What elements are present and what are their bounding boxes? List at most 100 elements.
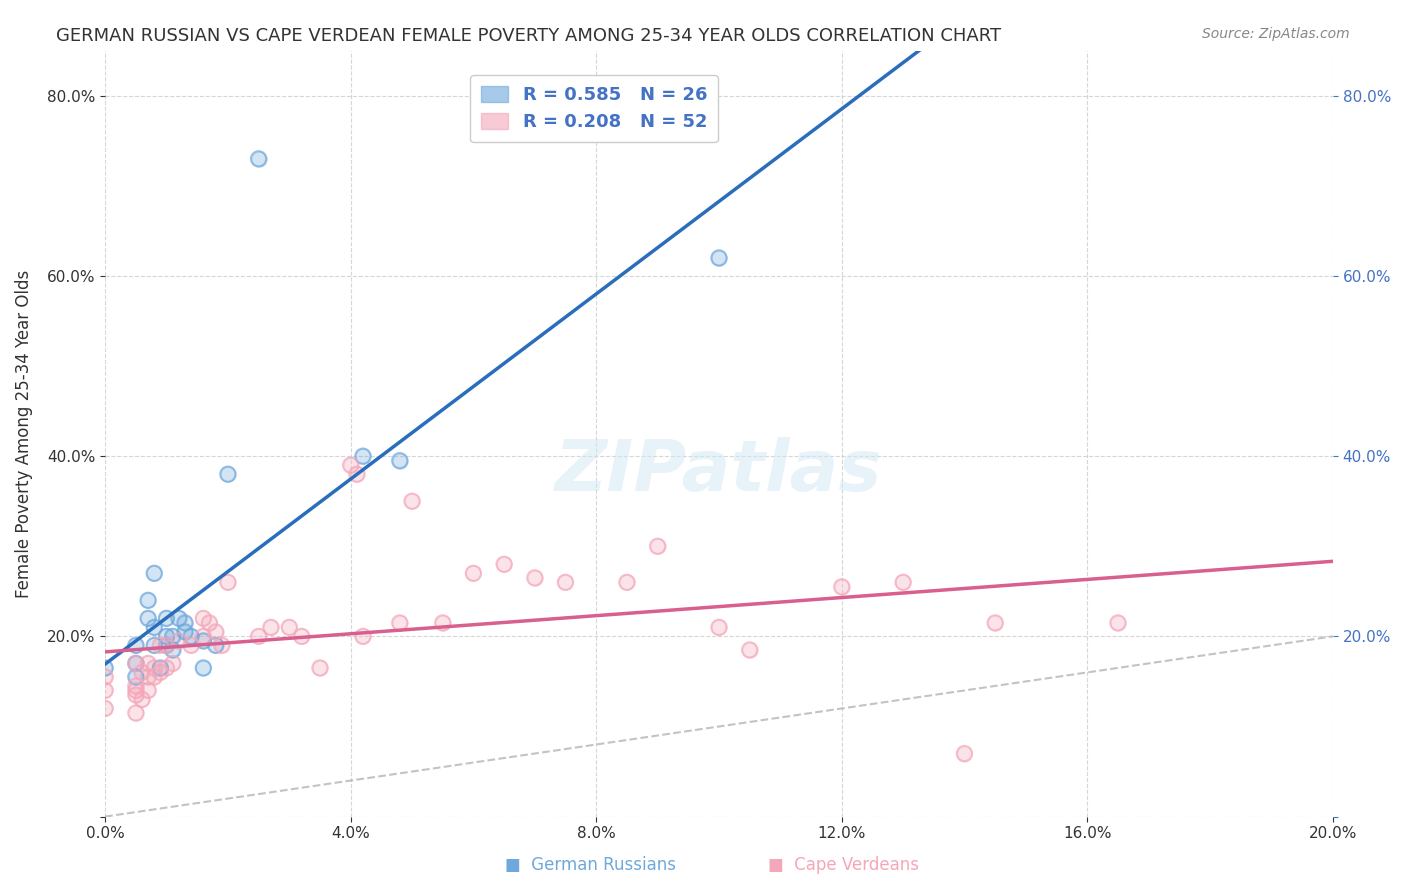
Point xyxy=(136,670,159,684)
Point xyxy=(155,629,177,643)
Point xyxy=(523,571,546,585)
Point xyxy=(149,661,172,675)
Point xyxy=(155,639,177,653)
Point xyxy=(167,633,190,648)
Point xyxy=(149,639,172,653)
Point xyxy=(162,643,184,657)
Point xyxy=(155,639,177,653)
Point xyxy=(125,639,148,653)
Point xyxy=(616,575,638,590)
Point xyxy=(131,665,153,680)
Point xyxy=(198,615,221,630)
Point xyxy=(432,615,454,630)
Point xyxy=(162,629,184,643)
Point xyxy=(1107,615,1129,630)
Point xyxy=(554,575,576,590)
Point xyxy=(125,688,148,702)
Point xyxy=(136,657,159,671)
Point xyxy=(155,639,177,653)
Point xyxy=(401,494,423,508)
Point xyxy=(707,251,730,265)
Point xyxy=(339,458,361,472)
Point xyxy=(290,629,312,643)
Point xyxy=(94,670,117,684)
Point xyxy=(94,670,117,684)
Point xyxy=(162,629,184,643)
Point xyxy=(204,624,226,639)
Point xyxy=(155,629,177,643)
Point xyxy=(984,615,1007,630)
Point xyxy=(136,683,159,698)
Point xyxy=(94,701,117,715)
Point xyxy=(94,683,117,698)
Point xyxy=(193,633,215,648)
Point xyxy=(831,580,853,594)
Point xyxy=(174,615,197,630)
Point xyxy=(523,571,546,585)
Point xyxy=(707,251,730,265)
Point xyxy=(198,615,221,630)
Point xyxy=(125,670,148,684)
Text: ■  German Russians: ■ German Russians xyxy=(505,855,676,873)
Point xyxy=(136,670,159,684)
Point xyxy=(155,639,177,653)
Point xyxy=(131,692,153,706)
Point xyxy=(136,657,159,671)
Point xyxy=(204,639,226,653)
Point xyxy=(388,453,411,467)
Point xyxy=(193,661,215,675)
Point xyxy=(125,683,148,698)
Point xyxy=(247,152,270,166)
Point xyxy=(125,706,148,720)
Point xyxy=(143,566,166,581)
Point xyxy=(125,657,148,671)
Point xyxy=(136,683,159,698)
Point xyxy=(174,624,197,639)
Point xyxy=(155,661,177,675)
Point xyxy=(162,657,184,671)
Point xyxy=(180,639,202,653)
Point xyxy=(554,575,576,590)
Point xyxy=(463,566,485,581)
Text: Source: ZipAtlas.com: Source: ZipAtlas.com xyxy=(1202,27,1350,41)
Point xyxy=(125,679,148,693)
Point xyxy=(211,639,233,653)
Point xyxy=(247,152,270,166)
Point xyxy=(149,639,172,653)
Point xyxy=(463,566,485,581)
Point xyxy=(401,494,423,508)
Point xyxy=(143,661,166,675)
Point xyxy=(125,670,148,684)
Point xyxy=(831,580,853,594)
Point xyxy=(94,661,117,675)
Point xyxy=(494,558,516,572)
Point xyxy=(131,665,153,680)
Point xyxy=(180,629,202,643)
Point xyxy=(247,629,270,643)
Point xyxy=(125,657,148,671)
Point xyxy=(155,661,177,675)
Point xyxy=(388,453,411,467)
Point xyxy=(149,665,172,680)
Point xyxy=(125,683,148,698)
Point xyxy=(260,620,283,634)
Point xyxy=(260,620,283,634)
Point xyxy=(309,661,332,675)
Point xyxy=(388,615,411,630)
Point xyxy=(155,611,177,625)
Point xyxy=(352,629,374,643)
Point xyxy=(149,661,172,675)
Point xyxy=(180,629,202,643)
Point xyxy=(891,575,914,590)
Point xyxy=(204,624,226,639)
Point xyxy=(125,688,148,702)
Point xyxy=(193,633,215,648)
Point xyxy=(193,629,215,643)
Point xyxy=(707,620,730,634)
Point xyxy=(494,558,516,572)
Point xyxy=(346,467,368,482)
Point xyxy=(143,639,166,653)
Point xyxy=(131,692,153,706)
Point xyxy=(180,639,202,653)
Point xyxy=(193,611,215,625)
